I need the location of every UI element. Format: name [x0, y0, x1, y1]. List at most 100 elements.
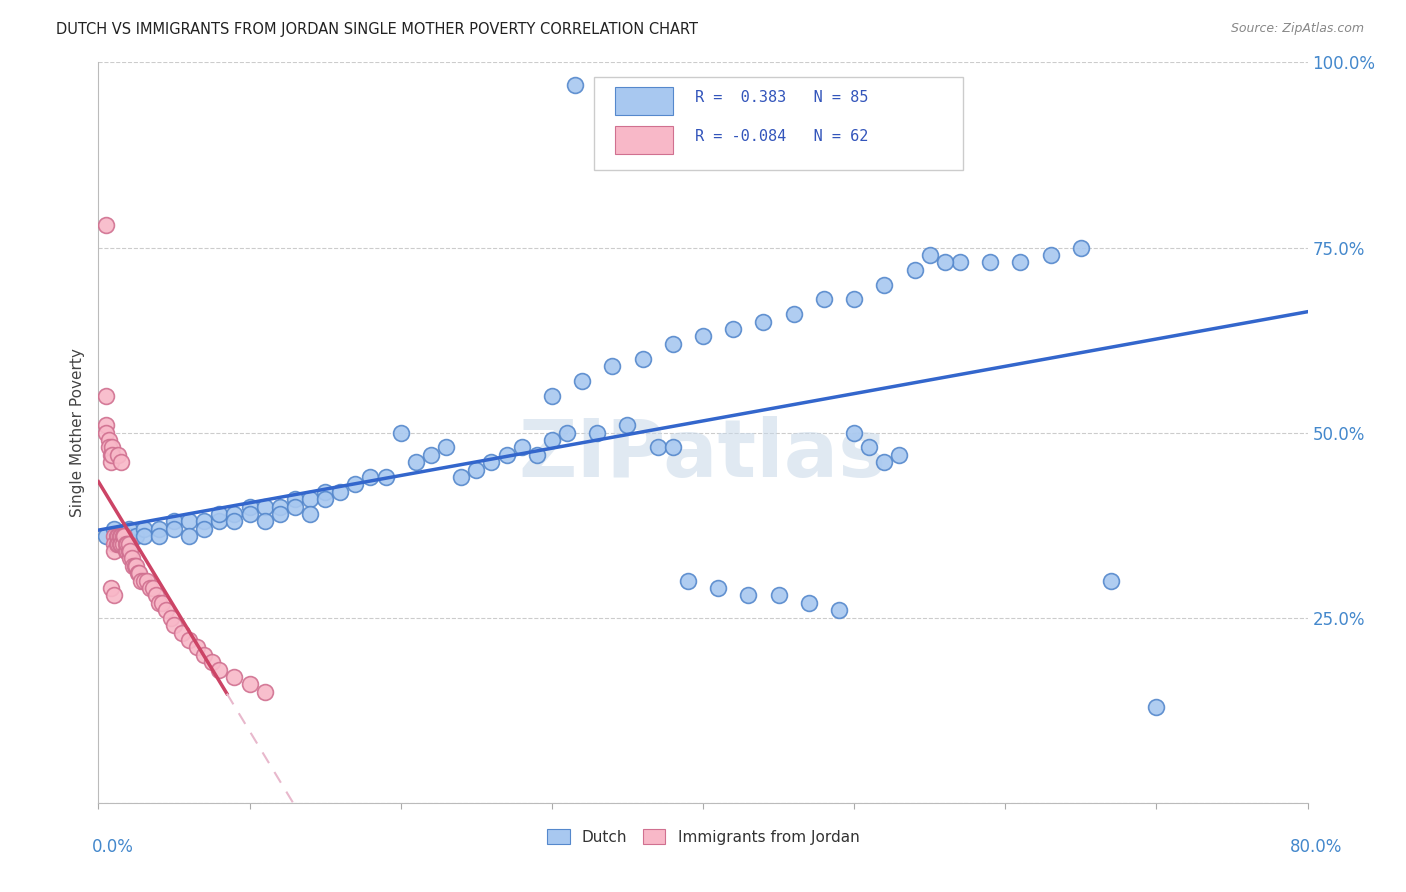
Point	[120, 544, 142, 558]
Point	[105, 536, 128, 550]
Text: Source: ZipAtlas.com: Source: ZipAtlas.com	[1230, 22, 1364, 36]
Point	[737, 589, 759, 603]
Point	[122, 558, 145, 573]
Text: DUTCH VS IMMIGRANTS FROM JORDAN SINGLE MOTHER POVERTY CORRELATION CHART: DUTCH VS IMMIGRANTS FROM JORDAN SINGLE M…	[56, 22, 699, 37]
Point	[148, 596, 170, 610]
Point	[253, 685, 276, 699]
Point	[179, 529, 201, 543]
Point	[94, 529, 117, 543]
Point	[889, 448, 911, 462]
Point	[631, 351, 654, 366]
Point	[98, 441, 121, 455]
Point	[873, 277, 896, 292]
Point	[797, 596, 820, 610]
Point	[114, 544, 136, 558]
Point	[148, 529, 170, 543]
Y-axis label: Single Mother Poverty: Single Mother Poverty	[70, 348, 86, 517]
Point	[360, 470, 382, 484]
Point	[107, 536, 129, 550]
Point	[269, 500, 291, 514]
Point	[208, 515, 231, 529]
Point	[239, 507, 262, 521]
Point	[108, 529, 131, 543]
Point	[707, 581, 730, 595]
Point	[405, 455, 427, 469]
Point	[170, 625, 193, 640]
Point	[135, 574, 157, 588]
Point	[179, 515, 201, 529]
Point	[934, 255, 956, 269]
Point	[253, 500, 276, 514]
Point	[299, 507, 322, 521]
Point	[540, 388, 562, 402]
Point	[224, 515, 246, 529]
Point	[783, 307, 806, 321]
Point	[224, 507, 246, 521]
Point	[676, 574, 699, 588]
Point	[239, 677, 262, 691]
Point	[125, 529, 148, 543]
Point	[571, 374, 593, 388]
Point	[661, 441, 683, 455]
Point	[661, 336, 683, 351]
Point	[128, 566, 150, 581]
Point	[160, 610, 183, 624]
Point	[555, 425, 578, 440]
Point	[564, 78, 586, 92]
Point	[108, 536, 131, 550]
Point	[120, 551, 142, 566]
Point	[253, 515, 276, 529]
Point	[1144, 699, 1167, 714]
Point	[1039, 248, 1062, 262]
Point	[1010, 255, 1032, 269]
Point	[129, 574, 152, 588]
Point	[163, 515, 186, 529]
Point	[1070, 240, 1092, 255]
Point	[132, 574, 155, 588]
Point	[586, 425, 609, 440]
Point	[115, 536, 138, 550]
Point	[949, 255, 972, 269]
Point	[111, 536, 134, 550]
Point	[132, 529, 155, 543]
Point	[768, 589, 790, 603]
Point	[844, 425, 866, 440]
Point	[100, 581, 122, 595]
Point	[389, 425, 412, 440]
Point	[155, 603, 177, 617]
Point	[858, 441, 880, 455]
Point	[118, 529, 141, 543]
Point	[526, 448, 548, 462]
Point	[110, 536, 132, 550]
Point	[142, 581, 165, 595]
Point	[118, 536, 141, 550]
Point	[344, 477, 367, 491]
Point	[844, 293, 866, 307]
Point	[918, 248, 941, 262]
Point	[103, 529, 125, 543]
Point	[193, 515, 215, 529]
Point	[495, 448, 517, 462]
Point	[101, 448, 124, 462]
Point	[329, 484, 352, 499]
Point	[813, 293, 835, 307]
Point	[94, 425, 117, 440]
Point	[118, 544, 141, 558]
Point	[103, 544, 125, 558]
FancyBboxPatch shape	[614, 126, 672, 154]
Point	[101, 441, 124, 455]
Point	[107, 448, 129, 462]
Point	[110, 529, 132, 543]
Point	[602, 359, 624, 373]
Point	[100, 455, 122, 469]
Point	[450, 470, 472, 484]
Point	[100, 448, 122, 462]
Point	[828, 603, 851, 617]
Point	[121, 551, 143, 566]
Point	[163, 522, 186, 536]
Point	[110, 529, 132, 543]
Text: R = -0.084   N = 62: R = -0.084 N = 62	[695, 129, 868, 144]
Point	[150, 596, 173, 610]
Point	[208, 663, 231, 677]
FancyBboxPatch shape	[595, 78, 963, 169]
